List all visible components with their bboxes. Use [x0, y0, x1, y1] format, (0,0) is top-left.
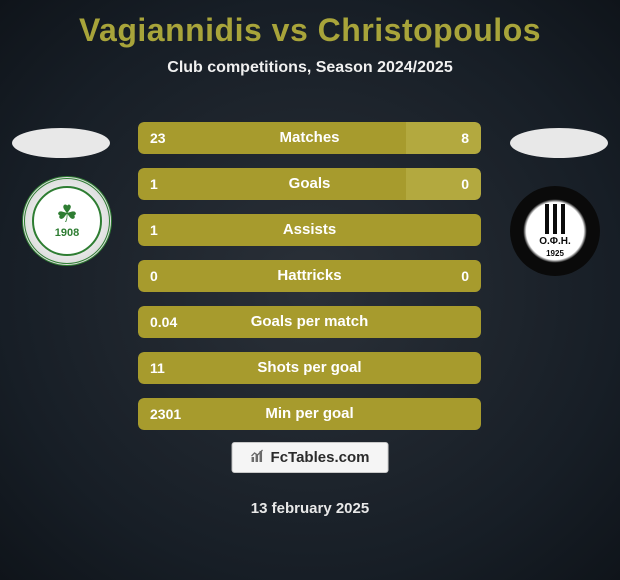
stat-row: Assists1	[138, 214, 481, 246]
stat-row: Goals1 0	[138, 168, 481, 200]
stat-value-left: 1	[150, 214, 158, 246]
stat-value-left: 2301	[150, 398, 181, 430]
club-label-right: Ο.Φ.Η.	[539, 236, 571, 247]
date-label: 13 february 2025	[0, 500, 620, 517]
club-crest-right: Ο.Φ.Η. 1925	[510, 186, 600, 276]
comparison-card: Vagiannidis vs Christopoulos Club compet…	[0, 0, 620, 580]
stat-label: Assists	[138, 214, 481, 246]
page-title: Vagiannidis vs Christopoulos	[0, 0, 620, 49]
source-brand: FcTables.com	[271, 449, 370, 466]
stat-row: Matches23 8	[138, 122, 481, 154]
club-year-right: 1925	[546, 249, 564, 258]
crest-ring: ☘ 1908	[32, 186, 102, 256]
stat-value-right: 8	[461, 122, 469, 154]
stat-label: Matches	[138, 122, 481, 154]
stat-label: Min per goal	[138, 398, 481, 430]
stat-value-left: 0	[150, 260, 158, 292]
player-photo-right	[510, 128, 608, 158]
club-crest-left: ☘ 1908	[22, 176, 112, 266]
stat-value-right: 0	[461, 260, 469, 292]
source-badge[interactable]: FcTables.com	[232, 442, 389, 473]
stat-label: Goals per match	[138, 306, 481, 338]
stat-label: Goals	[138, 168, 481, 200]
comparison-bars: Matches238Goals10Assists1Hattricks00Goal…	[138, 122, 481, 444]
stat-value-left: 11	[150, 352, 165, 384]
stat-value-right: 0	[461, 168, 469, 200]
stat-row: Shots per goal11	[138, 352, 481, 384]
subtitle: Club competitions, Season 2024/2025	[0, 59, 620, 77]
stat-row: Goals per match0.04	[138, 306, 481, 338]
crest-stripes	[540, 204, 570, 234]
stat-row: Hattricks0 0	[138, 260, 481, 292]
chart-icon	[251, 449, 265, 466]
player-photo-left	[12, 128, 110, 158]
stat-value-left: 23	[150, 122, 166, 154]
stat-label: Hattricks	[138, 260, 481, 292]
stat-label: Shots per goal	[138, 352, 481, 384]
club-year-left: 1908	[55, 227, 79, 239]
stat-value-left: 0.04	[150, 306, 177, 338]
stat-row: Min per goal2301	[138, 398, 481, 430]
shamrock-icon: ☘	[56, 203, 78, 227]
stat-value-left: 1	[150, 168, 158, 200]
